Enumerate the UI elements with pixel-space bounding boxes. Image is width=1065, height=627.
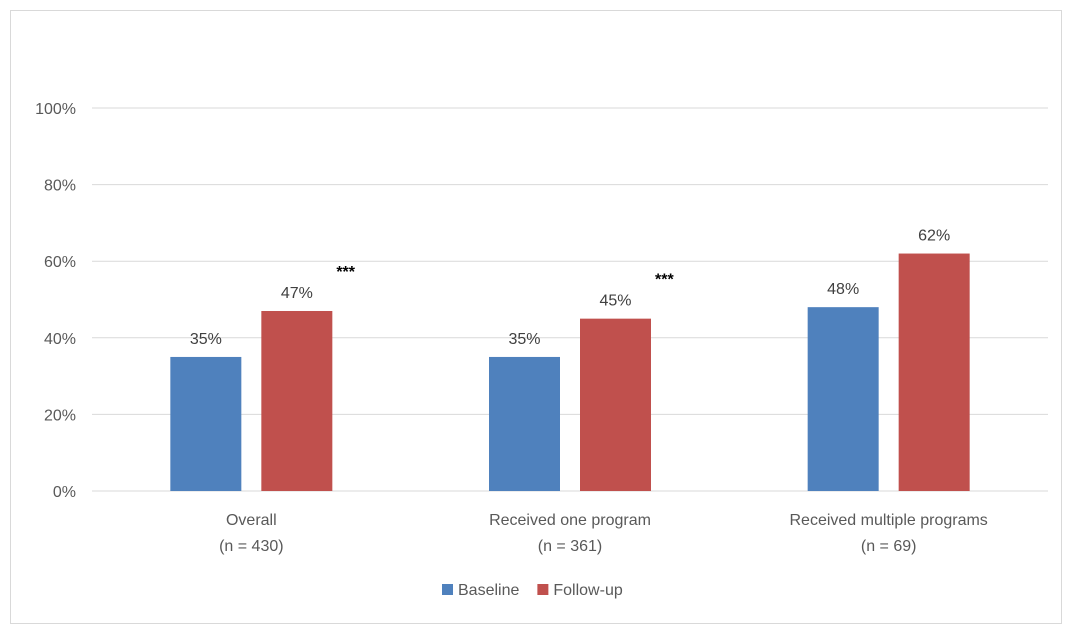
y-tick-label: 20%: [44, 407, 76, 424]
x-tick-sublabel: (n = 361): [538, 538, 602, 555]
data-label: 47%: [281, 285, 313, 302]
bar-baseline-2: [807, 307, 879, 491]
y-tick-label: 0%: [53, 484, 76, 501]
data-label: 62%: [918, 228, 950, 245]
data-labels: 35% 47% *** 35% 45% *** 48% 62%: [190, 228, 950, 348]
bar-baseline-1: [489, 356, 560, 491]
bars: [170, 253, 970, 491]
gridlines: [92, 107, 1048, 492]
data-label: 35%: [190, 331, 222, 348]
legend-swatch-baseline: [442, 584, 453, 595]
x-tick-sublabel: (n = 69): [861, 538, 917, 555]
data-label: 45%: [599, 293, 631, 310]
legend: Baseline Follow-up: [442, 582, 623, 599]
x-tick-label: Received one program: [489, 512, 651, 529]
data-label: 35%: [508, 331, 540, 348]
significance-marker: ***: [336, 264, 355, 281]
chart-frame: [10, 10, 1062, 624]
bar-follow-up-0: [261, 310, 333, 491]
bar-baseline-0: [170, 356, 242, 491]
data-label: 48%: [827, 281, 859, 298]
x-tick-label: Overall: [226, 512, 277, 529]
y-tick-label: 40%: [44, 331, 76, 348]
x-tick-label: Received multiple programs: [790, 512, 988, 529]
legend-label: Baseline: [458, 582, 519, 599]
bar-follow-up-1: [580, 318, 651, 491]
y-tick-label: 60%: [44, 254, 76, 271]
y-tick-label: 80%: [44, 178, 76, 195]
bar-follow-up-2: [898, 253, 970, 491]
y-axis-tick-labels: 0% 20% 40% 60% 80% 100%: [35, 101, 76, 501]
legend-swatch-follow-up: [537, 584, 549, 595]
x-tick-sublabel: (n = 430): [219, 538, 283, 555]
x-axis-tick-labels: Overall (n = 430) Received one program (n =…: [219, 512, 988, 555]
legend-label: Follow-up: [553, 582, 622, 599]
significance-marker: ***: [655, 272, 674, 289]
y-tick-label: 100%: [35, 101, 76, 118]
